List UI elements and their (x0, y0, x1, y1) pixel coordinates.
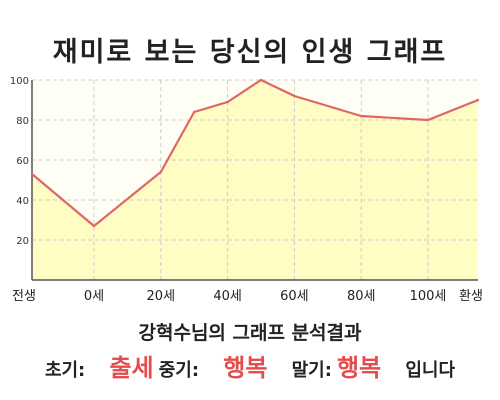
y-tick-label: 80 (16, 116, 29, 127)
x-tick-label: 100세 (410, 289, 447, 304)
data-point (426, 118, 430, 122)
page-title: 재미로 보는 당신의 인생 그래프 (52, 37, 448, 68)
data-point (259, 78, 263, 82)
data-point (193, 110, 196, 114)
data-point (360, 114, 363, 118)
mid-label: 중기: (158, 360, 200, 381)
x-tick-label: 환생 (459, 289, 483, 304)
data-point (92, 224, 96, 228)
data-point (226, 100, 229, 104)
late-label: 말기: (291, 360, 332, 381)
x-tick-label: 전생 (12, 289, 36, 304)
x-tick-label: 20세 (147, 289, 176, 304)
early-label: 초기: (44, 360, 86, 381)
y-tick-label: 100 (10, 76, 29, 87)
y-tick-label: 40 (16, 196, 29, 207)
y-tick-label: 20 (16, 236, 29, 247)
x-tick-label: 0세 (84, 289, 104, 304)
life-line (31, 78, 479, 228)
data-point (476, 98, 480, 102)
data-point (159, 170, 162, 174)
area-fill (32, 80, 478, 280)
data-point (30, 172, 34, 176)
late-value: 행복 (337, 354, 382, 382)
x-tick-label: 60세 (280, 289, 309, 304)
result-summary: 초기: 출세 중기: 행복 말기: 행복 입니다 (0, 348, 500, 383)
x-tick-label: 80세 (347, 289, 376, 304)
y-tick-label: 60 (16, 156, 29, 167)
result-title: 강혁수님의 그래프 분석결과 (138, 322, 362, 344)
ending-text: 입니다 (405, 360, 456, 381)
early-value: 출세 (109, 354, 154, 382)
data-point (293, 94, 296, 98)
mid-value: 행복 (223, 354, 268, 382)
x-tick-label: 40세 (213, 289, 242, 304)
